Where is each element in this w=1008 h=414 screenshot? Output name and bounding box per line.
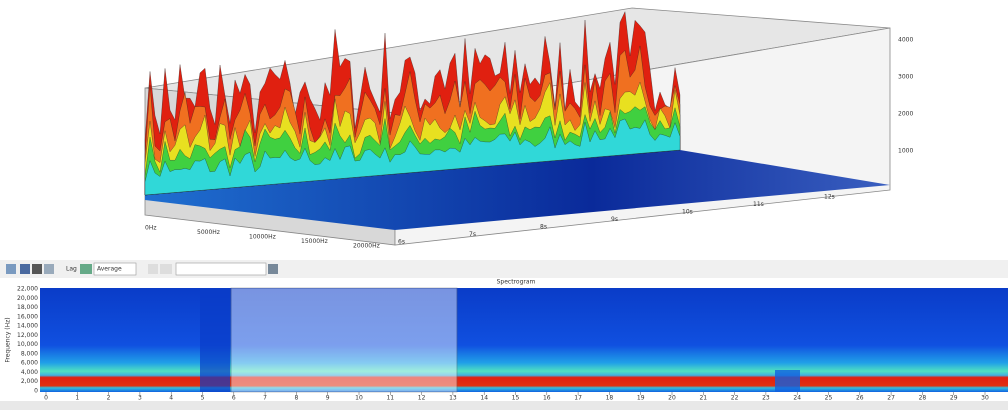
level-label: 2000 <box>898 111 913 118</box>
time-label: 7s <box>469 231 476 238</box>
x-tick-label: 28 <box>919 395 927 402</box>
x-tick-label: 4 <box>169 395 173 402</box>
x-tick-label: 21 <box>699 395 707 402</box>
time-label: 8s <box>540 224 547 231</box>
mode-dropdown[interactable] <box>93 262 137 276</box>
level-label: 1000 <box>898 148 913 155</box>
y-tick-label: 14,000 <box>17 323 38 330</box>
waterfall-floor <box>145 150 890 230</box>
quiet-region <box>200 288 230 392</box>
waterfall-labels: 40003000200010000Hz5000Hz10000Hz15000Hz2… <box>145 37 913 250</box>
y-tick-label: 2,000 <box>21 378 38 385</box>
status-bar <box>0 401 1008 410</box>
x-tick-label: 8 <box>294 395 298 402</box>
waterfall-peaks <box>144 11 681 196</box>
quiet-region <box>775 370 800 392</box>
y-tick-label: 4,000 <box>21 369 38 376</box>
time-label: 11s <box>753 201 764 208</box>
save-button[interactable] <box>20 264 30 274</box>
x-tick-label: 25 <box>825 395 833 402</box>
copy-button[interactable] <box>6 264 16 274</box>
time-label: 12s <box>824 194 835 201</box>
x-tick-label: 5 <box>201 395 205 402</box>
y-tick-label: 6,000 <box>21 360 38 367</box>
time-label: 10s <box>682 209 693 216</box>
x-tick-label: 2 <box>107 395 111 402</box>
time-label: 6s <box>398 239 405 246</box>
y-tick-label: 18,000 <box>17 304 38 311</box>
y-axis-label: Frequency (Hz) <box>5 317 12 362</box>
x-tick-label: 1 <box>75 395 79 402</box>
frequency-label: 20000Hz <box>353 243 380 250</box>
play-button[interactable] <box>268 264 278 274</box>
x-tick-label: 11 <box>386 395 394 402</box>
x-tick-label: 7 <box>263 395 267 402</box>
x-tick-label: 10 <box>355 395 363 402</box>
y-tick-label: 0 <box>34 388 38 395</box>
y-tick-label: 10,000 <box>17 341 38 348</box>
x-tick-label: 16 <box>543 395 551 402</box>
y-tick-label: 12,000 <box>17 332 38 339</box>
spectrogram-title: Spectrogram <box>497 279 536 286</box>
x-tick-label: 17 <box>574 395 582 402</box>
x-tick-label: 24 <box>793 395 801 402</box>
level-label: 3000 <box>898 74 913 81</box>
x-tick-label: 29 <box>950 395 958 402</box>
zoom-button[interactable] <box>160 264 172 274</box>
x-tick-label: 18 <box>606 395 614 402</box>
y-tick-label: 16,000 <box>17 313 38 320</box>
view-button[interactable] <box>44 264 54 274</box>
x-tick-label: 12 <box>418 395 426 402</box>
x-tick-label: 0 <box>44 395 48 402</box>
lag-label: Lag <box>66 266 77 273</box>
lag-button[interactable] <box>80 264 92 274</box>
print-button[interactable] <box>32 264 42 274</box>
y-tick-label: 22,000 <box>17 286 38 293</box>
x-tick-label: 23 <box>762 395 770 402</box>
spectrogram-axes: 22,00020,00018,00016,00014,00012,00010,0… <box>17 286 989 402</box>
peak-layer <box>144 118 681 196</box>
x-tick-label: 27 <box>887 395 895 402</box>
time-label: 9s <box>611 216 618 223</box>
y-tick-label: 20,000 <box>17 295 38 302</box>
x-tick-label: 9 <box>326 395 330 402</box>
x-tick-label: 15 <box>512 395 520 402</box>
frequency-label: 5000Hz <box>197 229 220 236</box>
spectrogram-image <box>40 288 1008 392</box>
scroll-slider[interactable] <box>175 262 267 276</box>
y-tick-label: 8,000 <box>21 350 38 357</box>
selection[interactable] <box>230 287 458 393</box>
x-tick-label: 13 <box>449 395 457 402</box>
x-tick-label: 20 <box>668 395 676 402</box>
frequency-label: 10000Hz <box>249 234 276 241</box>
frequency-label: 0Hz <box>145 225 156 232</box>
x-tick-label: 22 <box>731 395 739 402</box>
x-tick-label: 26 <box>856 395 864 402</box>
level-label: 4000 <box>898 37 913 44</box>
x-tick-label: 3 <box>138 395 142 402</box>
cursor-button[interactable] <box>148 264 158 274</box>
x-tick-label: 19 <box>637 395 645 402</box>
x-tick-label: 6 <box>232 395 236 402</box>
mode-value: Average <box>97 266 122 273</box>
x-tick-label: 14 <box>480 395 488 402</box>
x-tick-label: 30 <box>981 395 989 402</box>
frequency-label: 15000Hz <box>301 238 328 245</box>
